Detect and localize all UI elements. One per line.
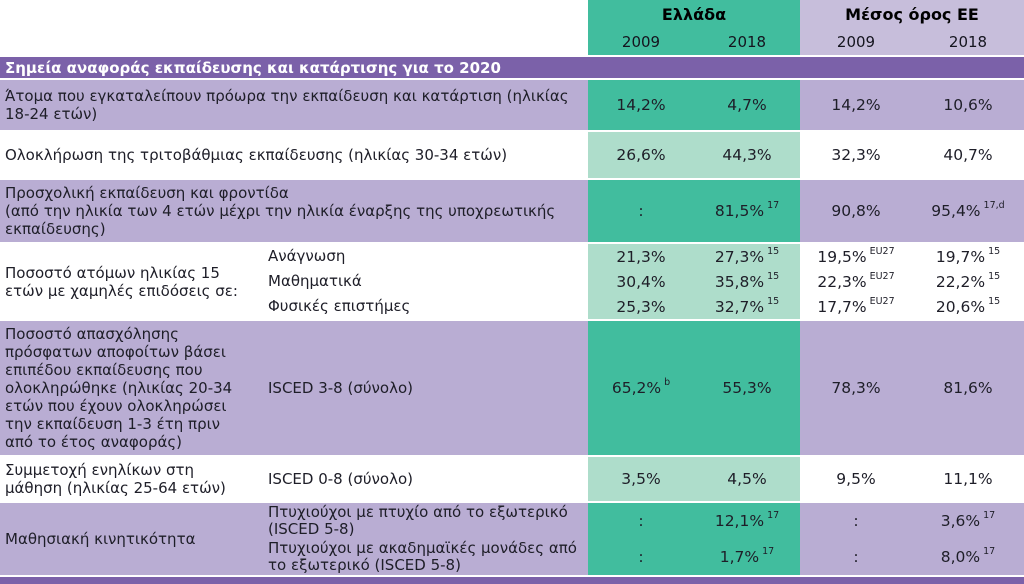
table-row-tertiary-attainment: Ολοκλήρωση της τριτοβάθμιας εκπαίδευσης … — [0, 132, 1024, 178]
value-eu-2009: 22,3% EU27 — [800, 269, 912, 294]
footnote-marker: 17,d — [983, 200, 1005, 212]
greece-column-header: Ελλάδα — [588, 0, 800, 28]
section-title: Σημεία αναφοράς εκπαίδευσης και κατάρτισ… — [0, 57, 1024, 78]
value-eu-2009: 17,7% EU27 — [800, 294, 912, 319]
footnote-marker: EU27 — [869, 270, 895, 282]
value-eu-2009: 14,2% — [800, 80, 912, 130]
subrow-label: Φυσικές επιστήμες — [260, 294, 588, 319]
footnote-marker: 17 — [767, 510, 780, 522]
footnote-marker: EU27 — [869, 295, 895, 307]
value-greece-2009: 3,5% — [588, 457, 694, 501]
footnote-marker: 15 — [767, 245, 780, 257]
year-greece-2009: 2009 — [588, 28, 694, 55]
row-label: Ποσοστό απασχόλησης πρόσφατων αποφοίτων … — [0, 321, 260, 455]
value-greece-2018: 35,8% 15 — [694, 269, 800, 294]
year-greece-2018: 2018 — [694, 28, 800, 55]
footnote-marker: 17 — [762, 546, 775, 558]
value-eu-2018: 19,7% 15 — [912, 244, 1024, 269]
value-eu-2018: 11,1% — [912, 457, 1024, 501]
table-row-graduate-employment: Ποσοστό απασχόλησης πρόσφατων αποφοίτων … — [0, 321, 1024, 455]
value-greece-2009: 65,2% b — [588, 321, 694, 455]
subrow-label: ISCED 3-8 (σύνολο) — [260, 321, 588, 455]
footnote-marker: 17 — [983, 546, 996, 558]
value-eu-2009: 90,8% — [800, 180, 912, 242]
footnote-marker: 17 — [767, 200, 780, 212]
table-row-early-leavers: Άτομα που εγκαταλείπουν πρόωρα την εκπαί… — [0, 80, 1024, 130]
subrow-credit-mobile: Πτυχιούχοι με ακαδημαϊκές μονάδες από το… — [260, 539, 1024, 575]
row-label: Άτομα που εγκαταλείπουν πρόωρα την εκπαί… — [0, 80, 588, 130]
table-row-early-childhood-education: Προσχολική εκπαίδευση και φροντίδα (από … — [0, 180, 1024, 242]
year-eu-2009: 2009 — [800, 28, 912, 55]
table-row-low-achievers: Ποσοστό ατόμων ηλικίας 15 ετών με χαμηλέ… — [0, 244, 1024, 319]
value-eu-2009: : — [800, 539, 912, 575]
eu-average-column-header: Μέσος όρος ΕΕ — [800, 0, 1024, 28]
value-greece-2009: : — [588, 180, 694, 242]
year-eu-2018: 2018 — [912, 28, 1024, 55]
value-eu-2009: 9,5% — [800, 457, 912, 501]
value-eu-2018: 8,0% 17 — [912, 539, 1024, 575]
header-spacer — [0, 28, 588, 55]
column-group-header: Ελλάδα Μέσος όρος ΕΕ — [0, 0, 1024, 28]
subrow-label: Ανάγνωση — [260, 244, 588, 269]
row-label: Μαθησιακή κινητικότητα — [0, 503, 260, 575]
footnote-marker: 15 — [988, 295, 1001, 307]
subrow-label: Πτυχιούχοι με πτυχίο από το εξωτερικό (I… — [260, 503, 588, 539]
value-greece-2009: 21,3% — [588, 244, 694, 269]
value-greece-2018: 12,1% 17 — [694, 503, 800, 539]
value-greece-2009: : — [588, 503, 694, 539]
footnote-marker: 17 — [983, 510, 996, 522]
value-greece-2009: 14,2% — [588, 80, 694, 130]
subrow-label: Πτυχιούχοι με ακαδημαϊκές μονάδες από το… — [260, 539, 588, 575]
value-eu-2009: 78,3% — [800, 321, 912, 455]
value-eu-2009: : — [800, 503, 912, 539]
value-eu-2018: 10,6% — [912, 80, 1024, 130]
value-eu-2018: 95,4% 17,d — [912, 180, 1024, 242]
value-eu-2018: 20,6% 15 — [912, 294, 1024, 319]
footnote-marker: b — [664, 377, 671, 389]
subrow-label: ISCED 0-8 (σύνολο) — [260, 457, 588, 501]
row-label: Ποσοστό ατόμων ηλικίας 15 ετών με χαμηλέ… — [0, 244, 260, 319]
value-eu-2018: 22,2% 15 — [912, 269, 1024, 294]
footnote-marker: 15 — [988, 245, 1001, 257]
table-row-learning-mobility: Μαθησιακή κινητικότητα Πτυχιούχοι με πτυ… — [0, 503, 1024, 575]
value-greece-2018: 4,5% — [694, 457, 800, 501]
value-eu-2018: 40,7% — [912, 132, 1024, 178]
value-greece-2009: 30,4% — [588, 269, 694, 294]
value-greece-2009: 25,3% — [588, 294, 694, 319]
value-greece-2018: 1,7% 17 — [694, 539, 800, 575]
value-greece-2009: 26,6% — [588, 132, 694, 178]
value-eu-2018: 81,6% — [912, 321, 1024, 455]
value-eu-2009: 19,5% EU27 — [800, 244, 912, 269]
header-spacer — [0, 0, 588, 28]
row-label: Συμμετοχή ενηλίκων στη μάθηση (ηλικίας 2… — [0, 457, 260, 501]
subrow-science: Φυσικές επιστήμες 25,3% 32,7% 15 17,7% EU2… — [260, 294, 1024, 319]
value-greece-2018: 4,7% — [694, 80, 800, 130]
table-row-adult-learning: Συμμετοχή ενηλίκων στη μάθηση (ηλικίας 2… — [0, 457, 1024, 501]
footnote-marker: 15 — [767, 270, 780, 282]
value-greece-2018: 55,3% — [694, 321, 800, 455]
footnote-marker: 15 — [988, 270, 1001, 282]
subrow-reading: Ανάγνωση 21,3% 27,3% 15 19,5% EU27 19,7% 15 — [260, 244, 1024, 269]
bottom-border-bar — [0, 577, 1024, 584]
value-eu-2009: 32,3% — [800, 132, 912, 178]
value-greece-2009: : — [588, 539, 694, 575]
subrow-degree-mobile: Πτυχιούχοι με πτυχίο από το εξωτερικό (I… — [260, 503, 1024, 539]
subrow-maths: Μαθηματικά 30,4% 35,8% 15 22,3% EU27 22,2%… — [260, 269, 1024, 294]
subrow-label: Μαθηματικά — [260, 269, 588, 294]
value-greece-2018: 44,3% — [694, 132, 800, 178]
value-greece-2018: 27,3% 15 — [694, 244, 800, 269]
value-eu-2018: 3,6% 17 — [912, 503, 1024, 539]
footnote-marker: 15 — [767, 295, 780, 307]
year-header: 2009 2018 2009 2018 — [0, 28, 1024, 55]
value-greece-2018: 81,5% 17 — [694, 180, 800, 242]
row-label: Ολοκλήρωση της τριτοβάθμιας εκπαίδευσης … — [0, 132, 588, 178]
value-greece-2018: 32,7% 15 — [694, 294, 800, 319]
row-label: Προσχολική εκπαίδευση και φροντίδα (από … — [0, 180, 588, 242]
footnote-marker: EU27 — [869, 245, 895, 257]
